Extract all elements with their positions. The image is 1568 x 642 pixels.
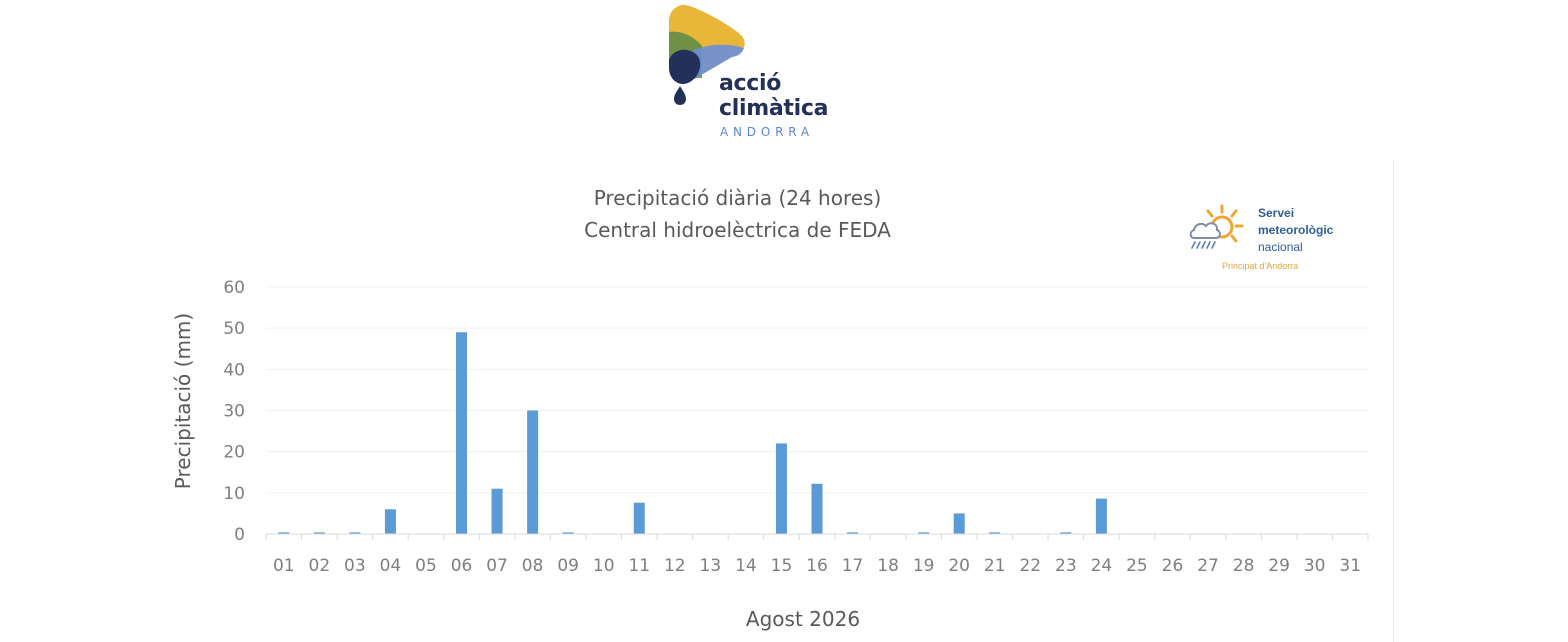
bar-17 (847, 532, 859, 534)
accio-climatica-logo: acció climàtica ANDORRA (660, 2, 840, 144)
bars (278, 332, 1107, 534)
x-tick-label: 03 (344, 556, 366, 576)
x-tick-label: 21 (984, 556, 1006, 576)
x-tick-label: 20 (948, 556, 970, 576)
bar-01 (278, 532, 290, 534)
bar-21 (989, 532, 1001, 534)
y-axis-ticks: 0 10 20 30 40 50 60 (223, 278, 245, 545)
x-tick-label: 30 (1304, 556, 1326, 576)
x-tick-label: 08 (522, 556, 544, 576)
y-tick-label: 10 (223, 484, 245, 504)
bar-04 (384, 509, 396, 534)
x-tick-label: 19 (913, 556, 935, 576)
sun-rain-cloud-icon (1189, 204, 1244, 249)
bar-09 (562, 532, 574, 534)
x-tick-label: 18 (877, 556, 899, 576)
bar-23 (1060, 532, 1072, 534)
bar-03 (349, 532, 361, 534)
x-tick-label: 14 (735, 556, 757, 576)
x-tick-label: 04 (380, 556, 402, 576)
x-tick-label: 10 (593, 556, 615, 576)
x-tick-label: 05 (415, 556, 437, 576)
logo-line-1: acció (719, 71, 782, 96)
bar-07 (491, 488, 503, 534)
x-tick-label: 13 (700, 556, 722, 576)
x-tick-label: 12 (664, 556, 686, 576)
bar-16 (811, 483, 823, 534)
y-tick-label: 40 (223, 360, 245, 380)
x-tick-label: 07 (486, 556, 508, 576)
x-tick-label: 16 (806, 556, 828, 576)
x-axis-ticks: 01 02 03 04 05 06 07 08 09 10 11 12 13 14 15 16 17 18 19 20… (265, 534, 1369, 576)
bar-11 (633, 502, 645, 534)
x-tick-label: 29 (1268, 556, 1290, 576)
x-tick-label: 06 (451, 556, 473, 576)
x-tick-label: 25 (1126, 556, 1148, 576)
x-tick-label: 24 (1091, 556, 1113, 576)
bar-19 (918, 532, 930, 534)
chart-title-block: Precipitació diària (24 hores) Central h… (400, 182, 1075, 246)
y-tick-label: 50 (223, 319, 245, 339)
y-axis-label: Precipitació (mm) (171, 313, 195, 489)
logo-line-3: ANDORRA (720, 125, 814, 139)
x-tick-label: 01 (273, 556, 295, 576)
y-tick-label: 20 (223, 443, 245, 463)
gridlines (266, 286, 1368, 494)
x-tick-label: 11 (628, 556, 650, 576)
bar-15 (775, 443, 787, 534)
x-tick-label: 15 (771, 556, 793, 576)
x-tick-label: 27 (1197, 556, 1219, 576)
bar-06 (456, 332, 468, 534)
x-tick-label: 28 (1233, 556, 1255, 576)
chart-title: Precipitació diària (24 hores) (593, 186, 882, 210)
service-country: Principat d'Andorra (1222, 261, 1299, 271)
service-name-line-2: meteorològic (1258, 223, 1334, 237)
servei-meteorologic-logo: Servei meteorològic nacional Principat d… (1186, 202, 1366, 282)
bar-02 (313, 532, 325, 534)
panel-border (1393, 160, 1394, 642)
x-tick-label: 22 (1019, 556, 1041, 576)
accio-climatica-emblem-icon (669, 4, 745, 105)
bar-24 (1095, 498, 1107, 534)
bar-08 (527, 410, 539, 534)
logo-line-2: climàtica (719, 96, 829, 121)
service-name-line-1: Servei (1258, 206, 1295, 220)
y-tick-label: 60 (223, 278, 245, 298)
x-tick-label: 26 (1162, 556, 1184, 576)
x-axis-label: Agost 2026 (746, 607, 860, 631)
y-tick-label: 0 (234, 525, 245, 545)
x-tick-label: 23 (1055, 556, 1077, 576)
y-tick-label: 30 (223, 402, 245, 422)
chart-subtitle: Central hidroelèctrica de FEDA (584, 218, 891, 242)
x-tick-label: 31 (1339, 556, 1361, 576)
x-tick-label: 02 (309, 556, 331, 576)
x-tick-label: 17 (842, 556, 864, 576)
service-name-line-3: nacional (1258, 240, 1303, 254)
x-tick-label: 09 (557, 556, 579, 576)
bar-20 (953, 513, 965, 534)
